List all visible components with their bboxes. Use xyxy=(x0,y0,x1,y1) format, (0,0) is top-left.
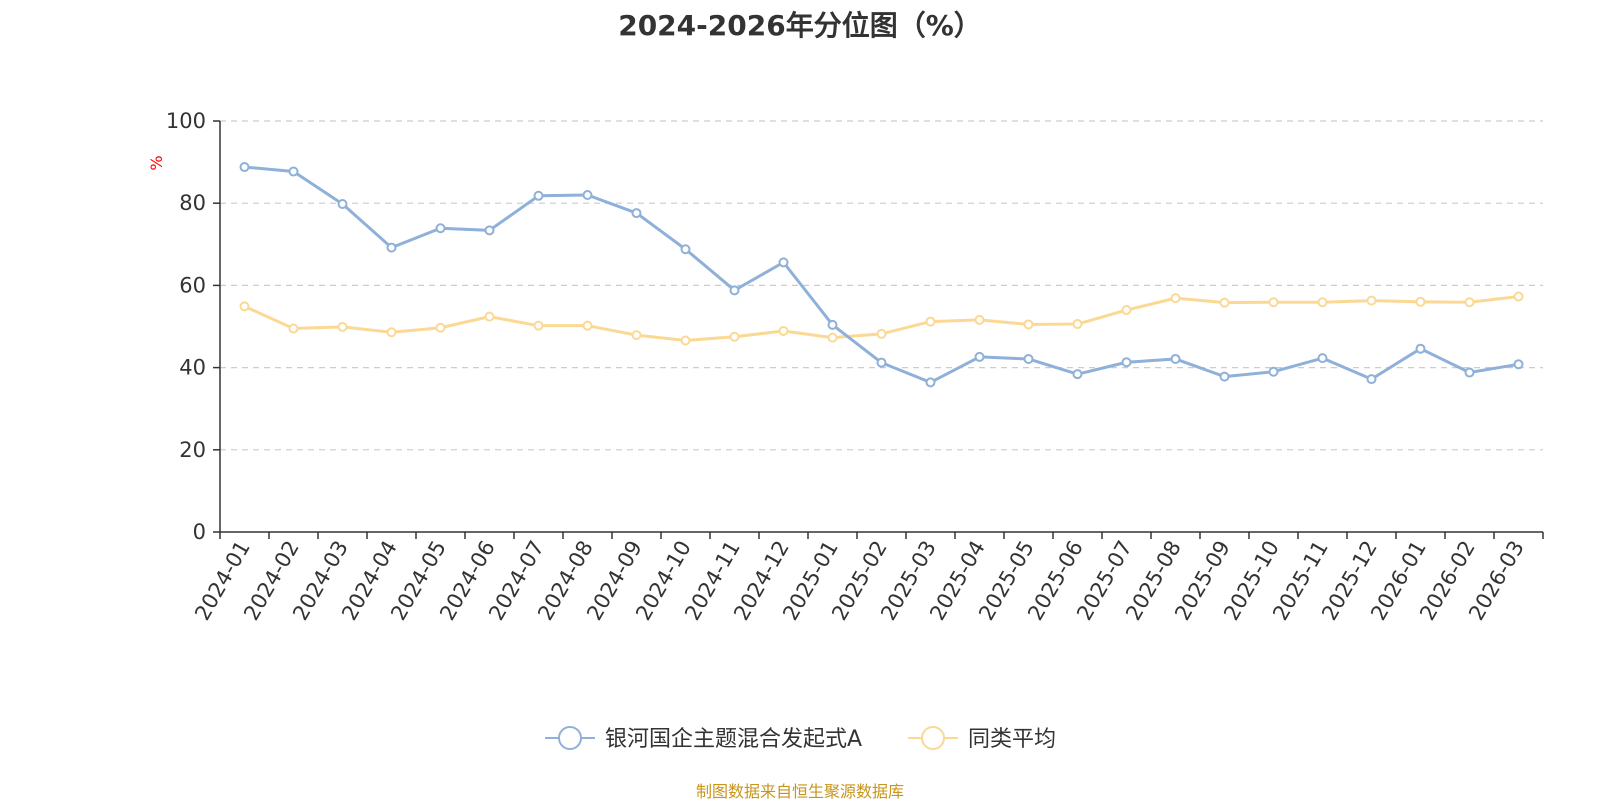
series-1-point xyxy=(1121,357,1132,368)
series-2-point xyxy=(1219,297,1230,308)
series-2-point xyxy=(827,332,838,343)
series-2-point xyxy=(1317,297,1328,308)
series-1-point xyxy=(1464,367,1475,378)
series-1-point xyxy=(974,351,985,362)
y-tick-label: 40 xyxy=(179,356,206,380)
legend-label-2: 同类平均 xyxy=(968,727,1056,752)
data-source-note: 制图数据来自恒生聚源数据库 xyxy=(695,782,904,801)
chart-title: 2024-2026年分位图（%） xyxy=(618,9,982,42)
series-1-point xyxy=(1513,359,1524,370)
series-2-point xyxy=(729,331,740,342)
series-1-point xyxy=(337,199,348,210)
series-1-point xyxy=(925,377,936,388)
series-1-point xyxy=(435,223,446,234)
series-1-point xyxy=(484,225,495,236)
series-2-point xyxy=(484,311,495,322)
legend-label-1: 银河国企主题混合发起式A xyxy=(605,727,862,752)
series-2-point xyxy=(1464,297,1475,308)
series-1-point xyxy=(582,189,593,200)
series-1-point xyxy=(729,285,740,296)
series-2-point xyxy=(435,322,446,333)
series-2-point xyxy=(1121,305,1132,316)
series-2-point xyxy=(680,335,691,346)
series-1-point xyxy=(288,166,299,177)
series-2-point xyxy=(1170,293,1181,304)
series-2-point xyxy=(1023,319,1034,330)
series-1-point xyxy=(1268,366,1279,377)
series-1-point xyxy=(631,208,642,219)
y-axis-unit: % xyxy=(147,155,166,170)
series-2-point xyxy=(386,327,397,338)
series-2-point xyxy=(1415,296,1426,307)
series-1-point xyxy=(1366,374,1377,385)
series-2-point xyxy=(974,314,985,325)
y-tick-label: 100 xyxy=(166,109,206,133)
y-tick-label: 20 xyxy=(179,438,206,462)
series-1-point xyxy=(680,244,691,255)
series-1-point xyxy=(827,319,838,330)
y-tick-label: 60 xyxy=(179,273,206,297)
legend-marker-2 xyxy=(921,726,945,750)
series-2-point xyxy=(876,328,887,339)
series-2-point xyxy=(925,316,936,327)
series-1-point xyxy=(778,257,789,268)
series-2-point xyxy=(337,321,348,332)
series-1-point xyxy=(1170,353,1181,364)
series-2-point xyxy=(288,323,299,334)
series-line-1 xyxy=(244,165,1519,384)
y-tick-label: 0 xyxy=(193,520,206,544)
series-1-point xyxy=(1072,369,1083,380)
series-1-point xyxy=(386,242,397,253)
series-1-point xyxy=(239,162,250,173)
legend-marker-1 xyxy=(558,726,582,750)
series-2-point xyxy=(1268,297,1279,308)
series-2-point xyxy=(631,330,642,341)
series-2-point xyxy=(1366,295,1377,306)
series-1-point xyxy=(1023,353,1034,364)
series-2-point xyxy=(1072,319,1083,330)
series-1-point xyxy=(1219,371,1230,382)
series-2-point xyxy=(1513,291,1524,302)
series-2-point xyxy=(239,301,250,312)
series-1-point xyxy=(1317,353,1328,364)
series-2-point xyxy=(582,320,593,331)
y-tick-label: 80 xyxy=(179,191,206,215)
series-2-point xyxy=(778,326,789,337)
series-2-point xyxy=(533,320,544,331)
series-1-point xyxy=(1415,343,1426,354)
series-1-point xyxy=(533,190,544,201)
series-1-point xyxy=(876,357,887,368)
